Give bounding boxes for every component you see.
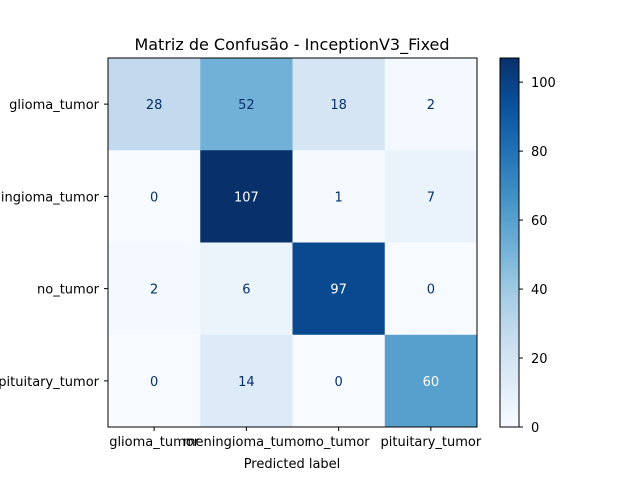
y-tick-labels: glioma_tumor meningioma_tumor no_tumorpitu… [0, 98, 108, 390]
heatmap-cell [292, 150, 386, 243]
cell-value-label: 14 [238, 375, 255, 390]
heatmap-cell [384, 334, 478, 428]
chart-title: Matriz de Confusão - InceptionV3_Fixed [134, 35, 449, 55]
y-tick-label: no_tumor [37, 283, 100, 298]
cell-value-label: 0 [427, 283, 435, 298]
colorbar-tick-label: 0 [531, 421, 539, 436]
colorbar: 0 20 40 60 80 100 [499, 57, 556, 436]
x-axis-label: Predicted label [244, 457, 341, 472]
heatmap-cell [292, 242, 386, 336]
heatmap-cell [108, 334, 201, 428]
cell-value-labels: 28 52 18 2 0 107 1 7 2 6 97 0 0 14 0 60 [146, 98, 439, 390]
plot-frame [107, 57, 478, 428]
heatmap-cell [108, 58, 201, 151]
y-tick-label: meningioma_tumor [0, 190, 100, 205]
heatmap-cells [108, 58, 478, 428]
colorbar-tick-label: 20 [531, 352, 548, 367]
heatmap-cell [108, 242, 201, 336]
colorbar-gradient [499, 57, 520, 428]
y-tick-label: pituitary_tumor [0, 375, 100, 390]
colorbar-tick-label: 100 [531, 76, 556, 91]
heatmap-cell [200, 334, 293, 428]
colorbar-tick-label: 80 [531, 145, 548, 160]
x-tick-label: pituitary_tumor [381, 435, 482, 450]
colorbar-tick-label: 60 [531, 214, 548, 229]
heatmap-cell [384, 242, 478, 336]
cell-value-label: 2 [427, 98, 435, 113]
cell-value-label: 97 [330, 283, 347, 298]
heatmap-cell [292, 334, 386, 428]
cell-value-label: 6 [242, 283, 250, 298]
heatmap-cell [200, 242, 293, 336]
heatmap-cell [384, 150, 478, 243]
cell-value-label: 60 [423, 375, 440, 390]
x-tick-label: meningioma_tumor [183, 435, 311, 450]
cell-value-label: 0 [150, 190, 158, 205]
cell-value-label: 1 [334, 190, 342, 205]
colorbar-tick-label: 40 [531, 283, 548, 298]
heatmap-cell [108, 150, 201, 243]
cell-value-label: 52 [238, 98, 255, 113]
cell-value-label: 0 [334, 375, 342, 390]
cell-value-label: 18 [330, 98, 347, 113]
heatmap-cell [200, 58, 293, 151]
cell-value-label: 7 [427, 190, 435, 205]
heatmap-cell [200, 150, 293, 243]
cell-value-label: 107 [234, 190, 259, 205]
heatmap-cell [384, 58, 478, 151]
cell-value-label: 0 [150, 375, 158, 390]
cell-value-label: 2 [150, 283, 158, 298]
y-tick-label: glioma_tumor [9, 98, 100, 113]
cell-value-label: 28 [146, 98, 163, 113]
heatmap-cell [292, 58, 386, 151]
x-tick-label: no_tumor [308, 435, 371, 450]
x-tick-label: glioma_tumor [109, 435, 200, 450]
